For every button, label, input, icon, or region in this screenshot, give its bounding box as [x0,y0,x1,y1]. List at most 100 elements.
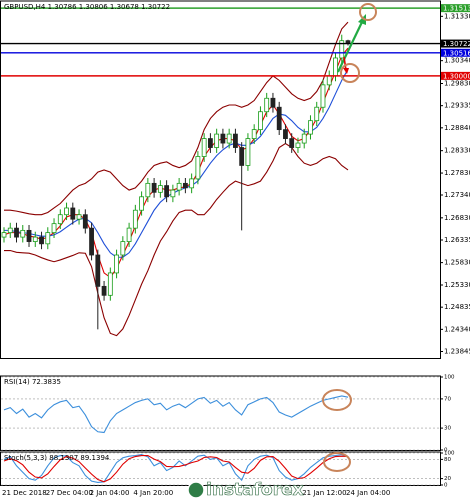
annotation-circle [359,3,377,21]
candle-body [45,232,51,245]
candle-body [70,207,76,220]
y-tick-label: 1.26335 [444,236,470,244]
watermark: instaforex [206,480,304,500]
y-tick-label: 70 [444,396,451,402]
candle-body [107,272,113,296]
level-label-box [441,4,470,13]
y-tick-label: 30 [444,426,451,432]
y-tick-label: 1.27340 [444,191,470,199]
level-label: 1.30722 [443,40,470,48]
panel-title: RSI(14) 72.3835 [4,378,61,386]
candle-body [170,189,176,198]
candle-body [132,209,138,229]
panel-title: GBPUSD,H4 1.30786 1.30806 1.30678 1.3072… [4,3,170,11]
candle-body [176,182,182,191]
candle-body [182,182,188,189]
x-tick-label: 2 Jan 04:00 [90,489,130,497]
panel-frame [0,375,441,451]
y-tick-label: 1.28330 [444,147,470,155]
y-tick-label: 1.24340 [444,325,470,333]
candle-body [139,196,145,211]
candle-body [295,142,301,148]
candle-body [14,227,19,238]
y-tick-label: 1.28840 [444,124,470,132]
candle-body [270,97,276,108]
x-tick-label: 24 Jan 04:00 [346,489,390,497]
candle-body [239,147,245,166]
y-tick-label: 1.24835 [444,303,470,311]
annotation-arrowhead [358,14,366,25]
level-label: 1.30516 [443,49,470,57]
level-label-box [441,71,470,80]
y-tick-label: 1.26830 [444,214,470,222]
y-tick-label: 1.29335 [444,102,470,110]
candle-body [157,185,163,193]
y-tick-label: 80 [444,457,451,463]
candle-body [320,84,326,108]
x-tick-label: 4 Jan 20:00 [133,489,173,497]
candle-body [7,227,13,234]
candle-body [314,106,320,122]
candle-body [1,232,7,238]
candle-body [89,227,94,256]
candle-body [201,138,207,157]
level-label-box [441,48,470,57]
series-line [3,455,349,483]
x-tick-label: 21 Jan 12:00 [302,489,346,497]
candle-body [76,214,82,220]
level-label-box [441,39,470,48]
annotation-circle [322,389,352,411]
y-tick-label: 1.23845 [444,348,470,356]
series-line [3,454,349,483]
candle-body [145,182,151,198]
level-label: 1.30000 [443,72,470,80]
panel-frame [0,451,441,486]
level-label: 1.31513 [443,5,470,13]
candle-body [207,138,213,148]
candle-body [283,129,288,139]
series-line [3,395,349,434]
candle-body [101,285,107,296]
x-tick-label: 27 Dec 04:00 [46,489,93,497]
annotation-circle [323,452,351,472]
candle-body [64,207,69,216]
candle-body [289,138,295,148]
candle-body [308,120,313,135]
y-tick-label: 1.31330 [444,12,470,20]
candle-body [120,241,126,256]
annotation-arrow [337,19,364,73]
watermark-logo [187,481,205,499]
candle-body [339,40,345,59]
candle-body [57,214,63,225]
series-line [4,21,349,216]
y-tick-label: 1.29830 [444,79,470,87]
candle-body [82,214,88,229]
candle-body [333,57,338,77]
y-tick-label: 100 [444,375,455,381]
candle-body [32,236,38,242]
candle-body [326,75,332,86]
panel-title: Stoch(5,3,3) 88.1307 89.1394 [4,454,110,462]
candle-body [126,227,132,242]
annotation-arrow [343,56,347,71]
candle-body [245,138,251,166]
y-tick-label: 100 [444,451,455,457]
panel-frame [0,0,441,359]
annotations: instaforex [187,3,377,500]
candle-body [301,133,307,144]
y-tick-label: 0 [444,448,448,454]
y-tick-label: 1.25330 [444,281,470,289]
candle-body [233,133,238,148]
y-tick-label: 0 [444,483,448,489]
candle-body [214,133,220,148]
candle-body [151,182,157,193]
candle-body [51,223,57,234]
annotation-circle [340,63,360,83]
candle-body [39,236,44,245]
candle-body [114,254,119,274]
candle-body [276,106,282,131]
candle-body [26,229,32,242]
